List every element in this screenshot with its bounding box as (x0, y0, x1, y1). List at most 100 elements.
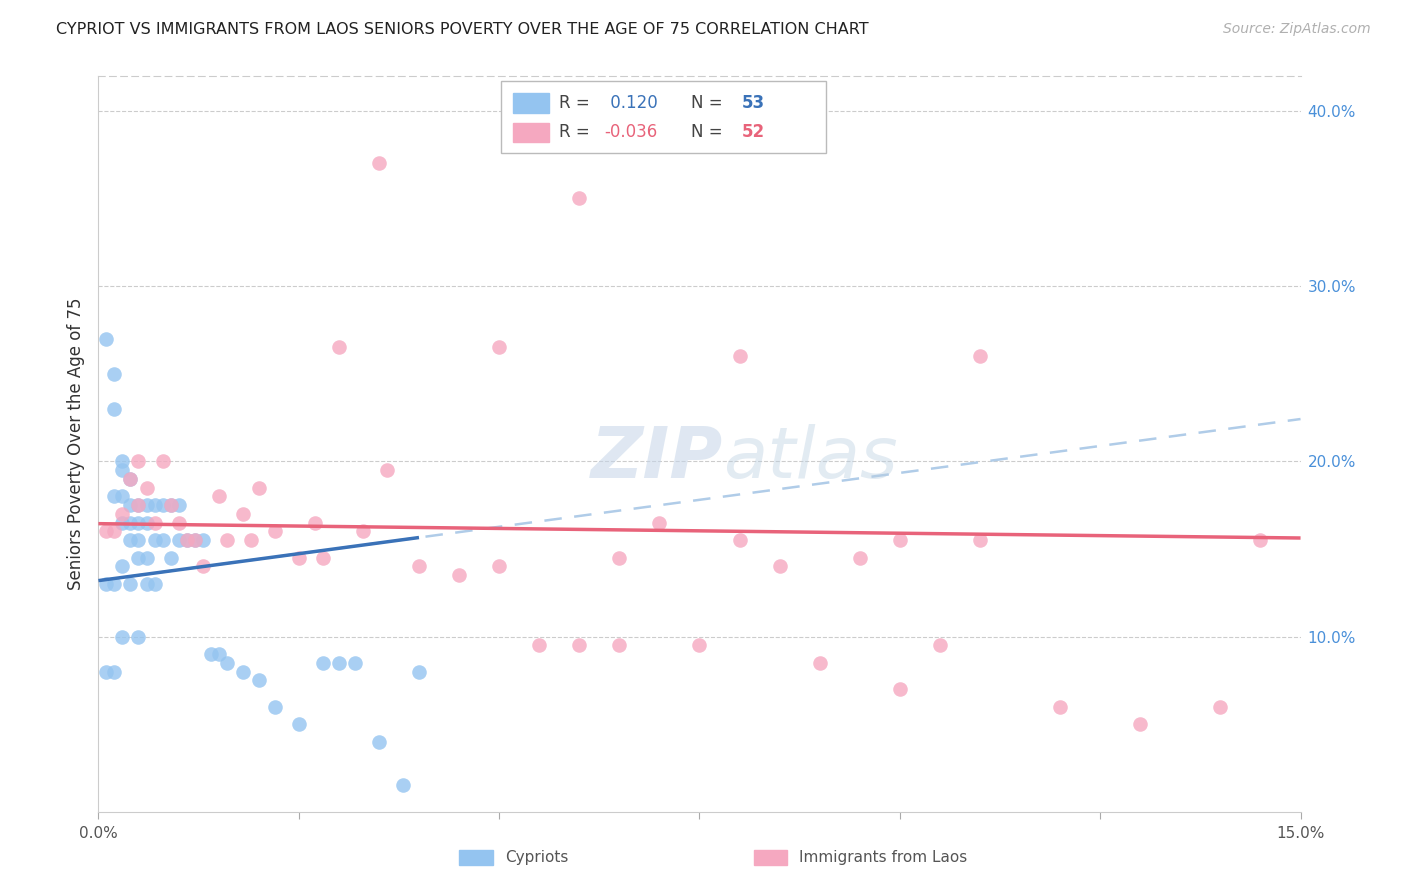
Point (191, 559, 214, 574)
Point (120, 533, 142, 548)
Point (208, 647, 231, 661)
Point (1209, 699, 1232, 714)
Text: N =: N = (692, 94, 728, 112)
Text: R =: R = (558, 123, 595, 142)
Point (159, 498, 181, 512)
Point (648, 516, 671, 530)
Bar (754, 850, 787, 864)
Point (969, 349, 991, 363)
Point (96, 332, 118, 346)
Point (304, 516, 326, 530)
Point (247, 673, 270, 688)
Point (288, 717, 311, 731)
Point (728, 533, 751, 548)
Point (128, 533, 150, 548)
Text: CYPRIOT VS IMMIGRANTS FROM LAOS SENIORS POVERTY OVER THE AGE OF 75 CORRELATION C: CYPRIOT VS IMMIGRANTS FROM LAOS SENIORS … (56, 22, 869, 37)
Point (103, 665, 125, 679)
Point (103, 401, 125, 416)
Text: Immigrants from Laos: Immigrants from Laos (799, 850, 967, 865)
Text: -0.036: -0.036 (605, 123, 658, 142)
Point (111, 559, 134, 574)
Point (328, 656, 350, 670)
Point (288, 550, 311, 565)
Point (889, 681, 911, 696)
Point (128, 498, 150, 512)
Point (312, 550, 335, 565)
Point (143, 516, 166, 530)
Point (111, 489, 134, 503)
Point (167, 498, 190, 512)
Point (849, 550, 872, 565)
Text: ZIP: ZIP (592, 424, 724, 493)
Point (408, 665, 430, 679)
Point (103, 577, 125, 591)
FancyBboxPatch shape (501, 81, 825, 153)
Point (1049, 699, 1071, 714)
Point (609, 638, 631, 652)
Point (247, 481, 270, 495)
Point (215, 533, 238, 548)
Point (368, 734, 391, 748)
Point (135, 498, 157, 512)
Point (263, 524, 285, 539)
Point (96, 524, 118, 539)
Point (232, 665, 254, 679)
Text: Source: ZipAtlas.com: Source: ZipAtlas.com (1223, 22, 1371, 37)
Point (135, 577, 157, 591)
Point (929, 638, 952, 652)
Point (103, 524, 125, 539)
Point (176, 533, 198, 548)
Point (111, 454, 134, 468)
Point (120, 516, 142, 530)
Point (120, 498, 142, 512)
Point (889, 533, 911, 548)
Point (135, 481, 157, 495)
Text: atlas: atlas (724, 424, 898, 493)
Bar (513, 123, 550, 142)
Point (135, 516, 157, 530)
Point (135, 550, 157, 565)
Text: N =: N = (692, 123, 728, 142)
Text: 0.120: 0.120 (605, 94, 657, 112)
Point (152, 498, 174, 512)
Point (609, 550, 631, 565)
Point (111, 463, 134, 477)
Point (488, 340, 510, 354)
Text: R =: R = (558, 94, 595, 112)
Point (1129, 717, 1152, 731)
Point (392, 779, 415, 793)
Point (111, 630, 134, 644)
Point (200, 647, 222, 661)
Point (96, 665, 118, 679)
Point (183, 533, 205, 548)
Point (128, 454, 150, 468)
Text: 52: 52 (741, 123, 765, 142)
Point (232, 507, 254, 521)
Point (120, 472, 142, 486)
Point (689, 638, 711, 652)
Point (808, 656, 831, 670)
Point (328, 340, 350, 354)
Point (128, 550, 150, 565)
Text: Cypriots: Cypriots (505, 850, 568, 865)
Point (103, 489, 125, 503)
Point (103, 367, 125, 381)
Text: 53: 53 (741, 94, 765, 112)
Point (769, 559, 792, 574)
Point (128, 630, 150, 644)
Point (167, 533, 190, 548)
Point (183, 533, 205, 548)
Point (208, 489, 231, 503)
Point (447, 568, 470, 582)
Point (152, 454, 174, 468)
Point (728, 349, 751, 363)
Point (120, 472, 142, 486)
Point (143, 498, 166, 512)
Point (143, 577, 166, 591)
Bar (458, 850, 492, 864)
Point (167, 516, 190, 530)
Point (263, 699, 285, 714)
Point (152, 533, 174, 548)
Point (111, 516, 134, 530)
Point (128, 516, 150, 530)
